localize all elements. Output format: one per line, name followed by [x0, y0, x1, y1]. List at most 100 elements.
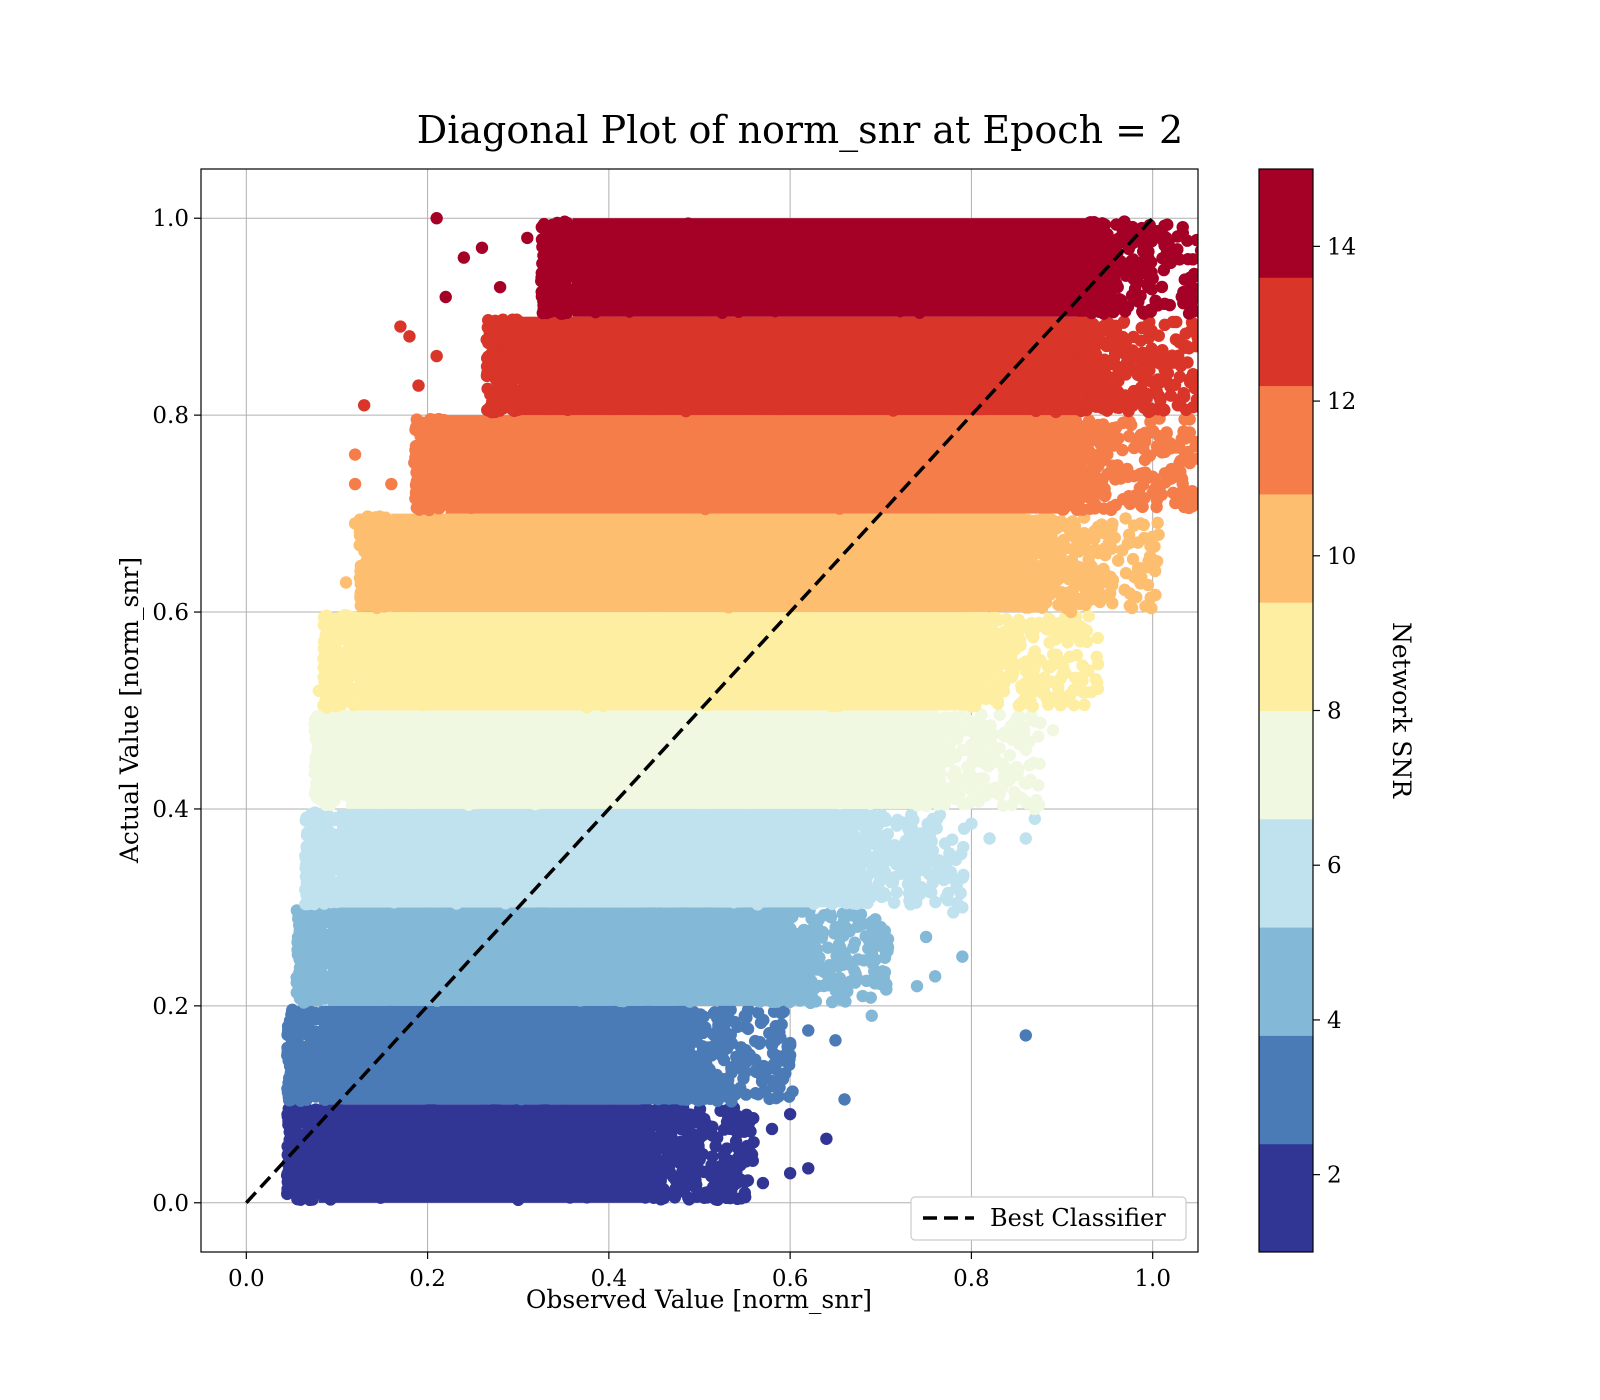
scatter-point: [613, 661, 626, 675]
scatter-point: [468, 1110, 481, 1123]
scatter-point: [674, 646, 688, 659]
scatter-point: [404, 736, 418, 749]
scatter-point: [1073, 532, 1087, 545]
scatter-point: [783, 1107, 797, 1121]
scatter-point: [632, 1118, 645, 1132]
scatter-point: [860, 974, 873, 988]
scatter-point: [1019, 547, 1033, 560]
scatter-point: [387, 1055, 401, 1069]
scatter-point: [1122, 489, 1136, 503]
scatter-point: [450, 810, 464, 824]
scatter-point: [569, 818, 583, 832]
scatter-point: [675, 1137, 688, 1150]
scatter-point: [666, 1075, 680, 1089]
scatter-point: [674, 927, 687, 941]
scatter-point: [496, 719, 510, 732]
scatter-point: [564, 561, 578, 574]
scatter-point: [562, 749, 576, 762]
scatter-point: [861, 828, 874, 841]
scatter-point: [347, 660, 361, 674]
scatter-point: [371, 808, 384, 821]
scatter-point: [1042, 572, 1055, 585]
scatter-point: [541, 931, 554, 944]
scatter-point: [970, 791, 983, 804]
scatter-point: [406, 549, 419, 563]
scatter-point: [869, 953, 882, 966]
scatter-point: [751, 898, 764, 911]
scatter-point: [637, 679, 651, 692]
scatter-point: [418, 1170, 432, 1183]
scatter-point: [756, 935, 769, 949]
scatter-point: [619, 828, 632, 842]
scatter-point: [596, 1058, 609, 1071]
scatter-point: [928, 970, 942, 983]
scatter-point: [772, 825, 786, 838]
scatter-point: [817, 854, 830, 867]
scatter-point: [336, 866, 349, 880]
scatter-point: [370, 645, 384, 659]
scatter-point: [501, 743, 515, 757]
scatter-point: [506, 525, 519, 538]
scatter-point: [872, 572, 885, 586]
scatter-point: [583, 556, 596, 570]
scatter-point: [1041, 698, 1055, 711]
scatter-point: [685, 1008, 698, 1022]
scatter-point: [956, 684, 969, 697]
scatter-point: [933, 758, 946, 772]
scatter-point: [532, 669, 545, 682]
scatter-point: [862, 549, 875, 562]
scatter-point: [293, 943, 306, 956]
scatter-point: [751, 1088, 765, 1101]
scatter-point: [461, 866, 474, 879]
scatter-point: [859, 930, 872, 943]
scatter-point: [781, 540, 794, 554]
scatter-point: [415, 523, 429, 537]
scatter-point: [364, 720, 378, 733]
scatter-point: [1038, 558, 1051, 571]
scatter-point: [946, 833, 959, 846]
scatter-point: [661, 526, 674, 539]
scatter-point: [532, 535, 545, 548]
scatter-point: [552, 727, 565, 740]
scatter-point: [811, 551, 824, 564]
scatter-point: [738, 1009, 752, 1022]
scatter-point: [339, 576, 353, 589]
scatter-point: [535, 1092, 548, 1105]
scatter-point: [659, 1037, 672, 1051]
scatter-point: [307, 923, 320, 936]
scatter-point: [881, 827, 894, 841]
scatter-point: [499, 1043, 513, 1057]
scatter-point: [673, 856, 686, 869]
scatter-point: [965, 611, 978, 625]
scatter-point: [866, 942, 879, 956]
scatter-point: [956, 871, 969, 885]
scatter-point: [518, 662, 532, 676]
scatter-point: [343, 877, 356, 891]
scatter-point: [985, 582, 999, 596]
scatter-point: [301, 815, 314, 828]
scatter-point: [880, 942, 893, 955]
scatter-point: [383, 821, 397, 834]
scatter-point: [734, 580, 748, 593]
scatter-point: [511, 1063, 525, 1076]
scatter-point: [749, 758, 762, 771]
scatter-point: [592, 518, 605, 531]
scatter-point: [419, 581, 432, 594]
scatter-point: [644, 624, 657, 637]
scatter-point: [826, 700, 839, 713]
scatter-point: [785, 636, 798, 649]
scatter-point: [858, 762, 872, 775]
scatter-point: [856, 989, 869, 1003]
scatter-point: [483, 914, 496, 927]
scatter-point: [386, 863, 399, 876]
scatter-point: [1126, 552, 1140, 566]
scatter-point: [674, 1157, 688, 1170]
scatter-point: [321, 792, 335, 806]
scatter-point: [652, 1083, 665, 1096]
scatter-point: [770, 769, 783, 782]
scatter-point: [1045, 513, 1058, 526]
scatter-point: [314, 1187, 327, 1200]
scatter-point: [947, 589, 961, 603]
scatter-point: [330, 914, 343, 928]
scatter-point: [769, 995, 782, 1008]
